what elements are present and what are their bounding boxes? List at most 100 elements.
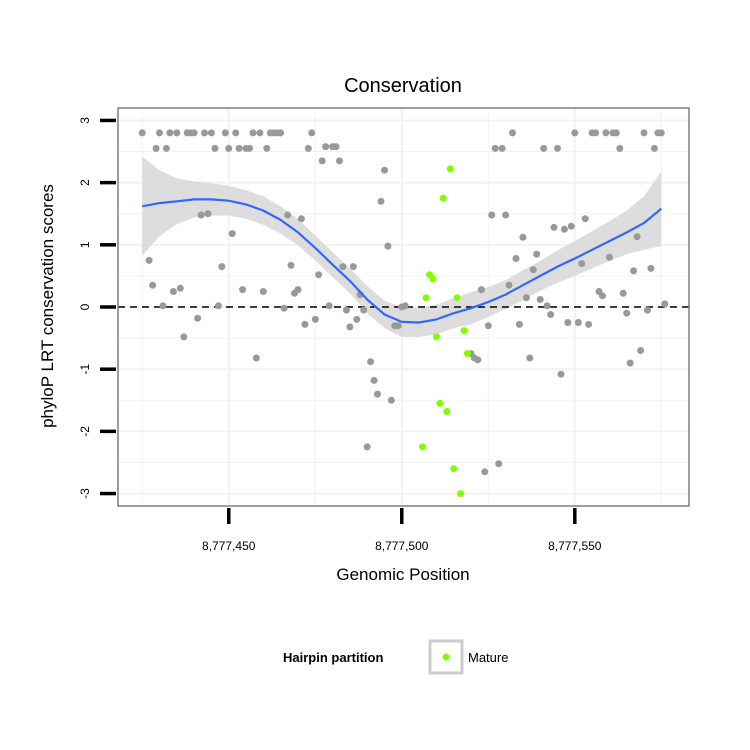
x-tick-label: 8,777,550 [548, 539, 602, 553]
data-point-mature [450, 465, 458, 473]
mature-points [419, 165, 471, 498]
data-point-other [149, 281, 157, 289]
plot-frame [117, 107, 690, 507]
data-point-other [246, 144, 253, 152]
data-point-other [221, 129, 229, 137]
legend-title: Hairpin partition [283, 650, 383, 665]
data-point-other [547, 311, 555, 318]
y-tick-label: -1 [78, 364, 92, 375]
data-point-mature [436, 399, 444, 407]
y-tick-label: -3 [78, 488, 92, 499]
data-point-mature [422, 294, 430, 302]
data-point-other [647, 264, 655, 272]
data-point-mature [453, 294, 461, 302]
smooth-line-layer [141, 198, 663, 324]
y-axis: -3 -2 -1 0 1 2 3 [78, 117, 116, 499]
y-tick-label: 2 [78, 179, 92, 186]
data-point-other [585, 320, 593, 328]
data-point-other [162, 144, 170, 152]
legend-dot-mature [442, 653, 450, 661]
data-point-other [512, 255, 520, 262]
data-point-other [138, 129, 146, 137]
data-point-other [381, 166, 388, 174]
data-point-other [152, 144, 160, 152]
data-point-other [145, 256, 153, 264]
legend-label-mature: Mature [468, 650, 508, 665]
y-tick-label: 0 [78, 303, 92, 310]
data-point-mature [460, 327, 468, 335]
other-points [138, 129, 669, 476]
data-point-other [605, 253, 613, 261]
data-point-other [304, 144, 312, 152]
data-point-other [522, 294, 530, 302]
data-point-other [616, 144, 624, 152]
data-point-other [550, 223, 558, 231]
data-point-other [294, 286, 302, 294]
data-point-other [612, 129, 620, 137]
data-point-other [619, 289, 627, 297]
data-point-other [318, 157, 326, 165]
data-point-other [218, 263, 226, 271]
data-point-other [180, 333, 188, 341]
data-point-other [159, 302, 167, 310]
data-point-other [533, 250, 541, 258]
data-point-other [301, 320, 309, 328]
x-axis: 8,777,450 8,777,500 8,777,550 [202, 508, 602, 553]
x-tick-label: 8,777,500 [375, 539, 429, 553]
data-point-mature [457, 490, 465, 498]
data-point-other [228, 230, 236, 238]
data-point-other [235, 144, 243, 152]
data-point-other [536, 296, 544, 303]
data-point-other [384, 242, 392, 250]
smooth-trend-line [141, 198, 663, 324]
data-point-mature [429, 275, 437, 283]
data-point-other [207, 129, 215, 137]
data-point-other [540, 144, 548, 152]
data-point-other [225, 144, 233, 152]
data-point-other [481, 468, 489, 476]
y-axis-title: phyloP LRT conservation scores [38, 184, 57, 428]
data-point-other [190, 129, 198, 137]
data-point-other [249, 129, 257, 137]
data-point-other [484, 322, 492, 330]
data-point-other [387, 396, 395, 404]
data-point-mature [439, 194, 447, 202]
data-point-other [166, 129, 174, 137]
data-point-other [370, 376, 378, 384]
data-point-other [626, 359, 634, 367]
chart-title: Conservation [344, 75, 462, 97]
y-tick-label: 1 [78, 241, 92, 248]
data-point-other [311, 315, 319, 323]
data-point-other [256, 129, 264, 137]
data-point-other [284, 211, 292, 219]
data-point-other [543, 302, 551, 310]
x-tick-label: 8,777,450 [202, 539, 256, 553]
data-point-other [502, 211, 510, 219]
data-point-other [280, 304, 288, 312]
data-point-other [640, 129, 648, 137]
data-point-other [394, 322, 402, 330]
data-point-other [259, 288, 267, 295]
data-point-other [349, 263, 357, 271]
data-point-other [232, 129, 240, 137]
data-point-other [602, 129, 610, 137]
data-point-mature [464, 350, 471, 358]
data-point-other [477, 286, 485, 294]
data-point-other [505, 281, 513, 289]
data-point-other [197, 211, 205, 219]
data-point-other [339, 263, 347, 271]
confidence-ribbon-layer [142, 156, 662, 337]
data-point-other [360, 306, 368, 314]
data-point-other [374, 390, 381, 398]
data-point-other [578, 260, 586, 267]
data-point-other [498, 144, 506, 152]
data-point-other [515, 320, 523, 328]
data-point-mature [419, 443, 426, 451]
legend: Hairpin partition Mature [283, 639, 508, 675]
data-point-other [336, 157, 343, 165]
data-point-other [526, 354, 534, 362]
data-point-other [554, 144, 561, 152]
data-point-other [263, 144, 271, 152]
data-point-other [657, 129, 665, 137]
data-point-other [377, 197, 385, 205]
